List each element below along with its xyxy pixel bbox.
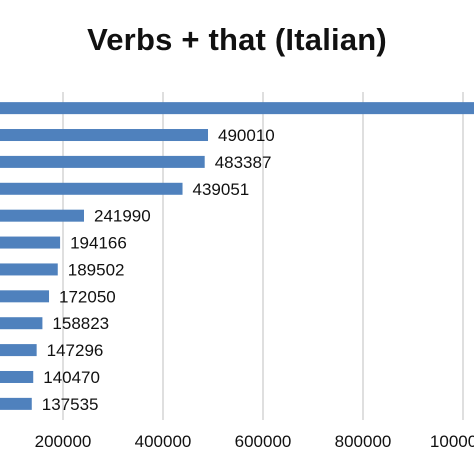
chart-title: Verbs + that (Italian): [87, 22, 387, 57]
bar-6: [0, 263, 58, 276]
data-label-5: 194166: [70, 234, 127, 253]
x-tick-label: 1000000: [430, 432, 474, 451]
x-tick-label: 400000: [135, 432, 192, 451]
data-label-9: 147296: [47, 341, 104, 360]
bar-1: [0, 129, 209, 142]
bar-9: [0, 344, 37, 357]
x-tick-label: 600000: [235, 432, 292, 451]
gridlines: [62, 92, 464, 420]
data-label-4: 241990: [94, 207, 151, 226]
data-label-8: 158823: [52, 314, 109, 333]
bar-11: [0, 397, 32, 410]
bar-0: [0, 102, 474, 115]
bar-3: [0, 182, 183, 195]
data-label-3: 439051: [193, 180, 250, 199]
x-tick-label: 800000: [335, 432, 392, 451]
data-labels: 490010 483387 439051 241990 194166 189502 1720…: [42, 126, 275, 414]
x-tick-label: 200000: [35, 432, 92, 451]
bar-8: [0, 317, 43, 330]
bar-4: [0, 209, 84, 222]
bars: [0, 102, 474, 410]
data-label-2: 483387: [215, 153, 272, 172]
data-label-10: 140470: [43, 368, 100, 387]
bar-7: [0, 290, 50, 303]
data-label-1: 490010: [218, 126, 275, 145]
x-axis-ticks: 200000 400000 600000 800000 1000000: [35, 432, 474, 451]
data-label-6: 189502: [68, 260, 125, 279]
bar-2: [0, 155, 205, 168]
data-label-11: 137535: [42, 395, 99, 414]
bar-10: [0, 370, 34, 383]
bar-5: [0, 236, 61, 249]
data-label-7: 172050: [59, 287, 116, 306]
